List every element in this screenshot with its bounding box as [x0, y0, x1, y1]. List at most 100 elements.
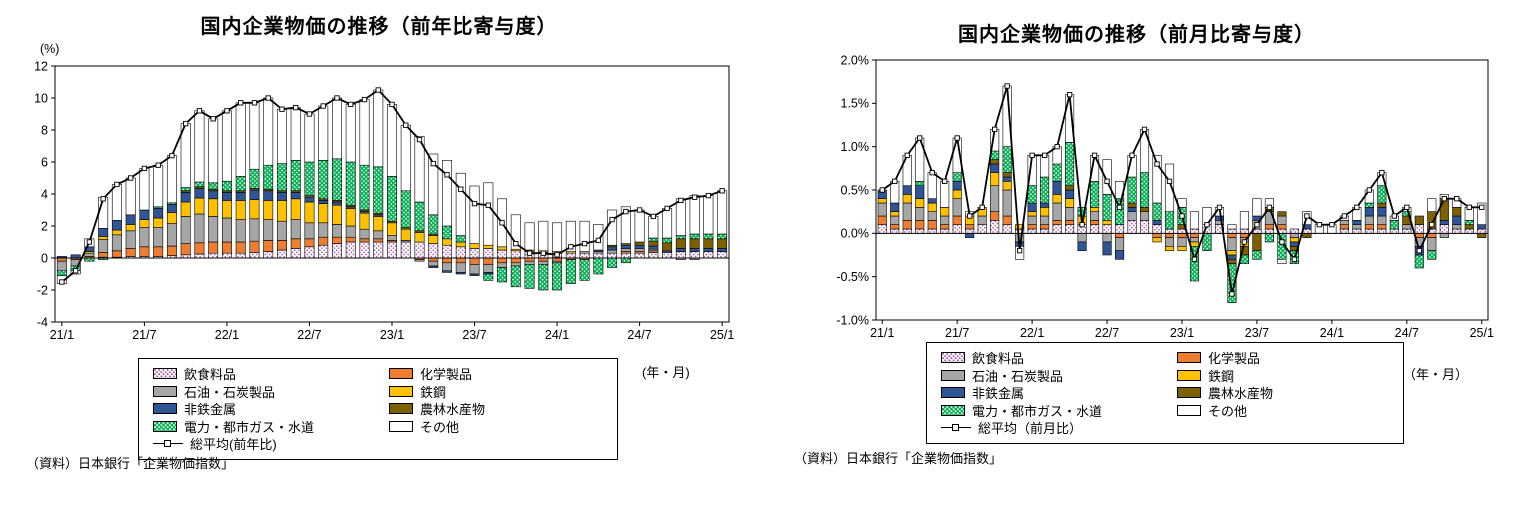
svg-text:21/1: 21/1 [870, 326, 894, 340]
svg-text:6: 6 [41, 155, 48, 169]
nonferrous-metals-label: 非鉄金属 [184, 402, 237, 418]
legend-item-total-average-yoy: 総平均(前年比) [153, 435, 389, 453]
svg-text:21/1: 21/1 [50, 328, 74, 342]
svg-text:23/7: 23/7 [462, 328, 486, 342]
mom-chart-title: 国内企業物価の推移（前月比寄与度） [958, 24, 1315, 46]
svg-text:8: 8 [41, 123, 48, 137]
yoy-stacked-bar-chart: -4 -2 0 2 4 6 8 10 12 21/1 21/7 22/1 22/7 23/1 23/7 24/… [34, 59, 734, 342]
utilities-swatch [153, 420, 177, 432]
petroleum-coal-label: 石油・石炭製品 [184, 384, 276, 400]
svg-text:0: 0 [41, 251, 48, 265]
legend-item-food: 飲食料品 [941, 349, 1177, 367]
yoy-chart-panel: 国内企業物価の推移（前年比寄与度） (%) -4 -2 0 2 4 6 8 10 12 21/1 2… [26, 16, 734, 471]
chemical-label: 化学製品 [1208, 351, 1261, 367]
steel-swatch [1177, 369, 1201, 381]
agri-forestry-fishery-label: 農林水産物 [1208, 386, 1274, 402]
utilities-swatch [941, 404, 965, 416]
yoy-chart-title: 国内企業物価の推移（前年比寄与度） [200, 16, 558, 38]
legend-item-petroleum-coal: 石油・石炭製品 [941, 367, 1177, 385]
utilities-label: 電力・都市ガス・水道 [184, 419, 315, 435]
steel-label: 鉄鋼 [1208, 368, 1235, 384]
svg-text:24/1: 24/1 [1320, 326, 1344, 340]
svg-text:4: 4 [41, 187, 48, 201]
svg-text:2: 2 [41, 219, 48, 233]
steel-swatch [389, 385, 413, 397]
chemical-label: 化学製品 [420, 367, 473, 383]
svg-text:24/7: 24/7 [1395, 326, 1419, 340]
total-average-line-swatch [941, 422, 971, 433]
svg-text:-4: -4 [37, 315, 48, 329]
legend-item-nonferrous-metals: 非鉄金属 [153, 400, 389, 418]
mom-chart-panel: 国内企業物価の推移（前月比寄与度） -1.0% -0.5% 0.0% 0.5% 1.0%… [758, 0, 1515, 518]
chemical-swatch [389, 368, 413, 380]
legend-item-steel: 鉄鋼 [389, 383, 609, 401]
food-swatch [153, 368, 177, 380]
yoy-x-axis-note: (年・月) [642, 365, 690, 380]
food-swatch [941, 352, 965, 364]
svg-text:21/7: 21/7 [945, 326, 969, 340]
mom-source-note: （資料）日本銀行「企業物価指数」 [794, 451, 1003, 466]
svg-text:22/1: 22/1 [215, 328, 239, 342]
svg-text:23/1: 23/1 [1170, 326, 1194, 340]
others-swatch [389, 420, 413, 432]
svg-text:1.0%: 1.0% [841, 140, 870, 154]
svg-text:23/7: 23/7 [1245, 326, 1269, 340]
legend-item-petroleum-coal: 石油・石炭製品 [153, 383, 389, 401]
food-label: 飲食料品 [184, 367, 237, 383]
svg-text:23/1: 23/1 [380, 328, 404, 342]
legend-item-food: 飲食料品 [153, 365, 389, 383]
legend-item-others: その他 [389, 418, 609, 436]
legend-item-others: その他 [1177, 402, 1395, 420]
agri-forestry-fishery-label: 農林水産物 [420, 402, 486, 418]
svg-text:1.5%: 1.5% [841, 97, 870, 111]
svg-text:21/7: 21/7 [132, 328, 156, 342]
yoy-legend: 飲食料品 化学製品 石油・石炭製品 鉄鋼 非鉄金属 農林水産物 電力・都市ガス・… [138, 358, 618, 460]
svg-text:25/1: 25/1 [1470, 326, 1494, 340]
legend-item-total-average-mom: 総平均（前月比） [941, 419, 1177, 437]
chemical-swatch [1177, 352, 1201, 364]
legend-item-chemical: 化学製品 [389, 365, 609, 383]
steel-label: 鉄鋼 [420, 384, 447, 400]
nonferrous-metals-swatch [153, 403, 177, 415]
mom-legend: 飲食料品 化学製品 石油・石炭製品 鉄鋼 非鉄金属 農林水産物 電力・都市ガス・… [926, 342, 1404, 444]
utilities-label: 電力・都市ガス・水道 [972, 403, 1103, 419]
svg-text:24/7: 24/7 [627, 328, 651, 342]
nonferrous-metals-label: 非鉄金属 [972, 386, 1025, 402]
svg-text:22/1: 22/1 [1020, 326, 1044, 340]
svg-text:22/7: 22/7 [1095, 326, 1119, 340]
svg-text:25/1: 25/1 [710, 328, 734, 342]
legend-item-nonferrous-metals: 非鉄金属 [941, 384, 1177, 402]
petroleum-coal-swatch [941, 369, 965, 381]
legend-item-utilities: 電力・都市ガス・水道 [941, 402, 1177, 420]
others-swatch [1177, 404, 1201, 416]
svg-text:0.5%: 0.5% [841, 183, 870, 197]
petroleum-coal-label: 石油・石炭製品 [972, 368, 1064, 384]
svg-text:-1.0%: -1.0% [836, 313, 869, 327]
agri-forestry-fishery-swatch [1177, 387, 1201, 399]
svg-text:0.0%: 0.0% [841, 227, 870, 241]
legend-item-agri-forestry-fishery: 農林水産物 [389, 400, 609, 418]
svg-text:12: 12 [34, 59, 48, 73]
mom-stacked-bar-chart: -1.0% -0.5% 0.0% 0.5% 1.0% 1.5% 2.0% 21/1 21/7 22… [836, 53, 1494, 340]
legend-item-utilities: 電力・都市ガス・水道 [153, 418, 389, 436]
svg-text:24/1: 24/1 [545, 328, 569, 342]
total-average-mom-label: 総平均（前月比） [978, 421, 1083, 437]
svg-text:10: 10 [34, 91, 48, 105]
legend-item-agri-forestry-fishery: 農林水産物 [1177, 384, 1395, 402]
legend-item-chemical: 化学製品 [1177, 349, 1395, 367]
petroleum-coal-swatch [153, 385, 177, 397]
agri-forestry-fishery-swatch [389, 403, 413, 415]
svg-text:-2: -2 [37, 283, 48, 297]
legend-item-steel: 鉄鋼 [1177, 367, 1395, 385]
svg-text:22/7: 22/7 [297, 328, 321, 342]
svg-text:-0.5%: -0.5% [836, 270, 869, 284]
nonferrous-metals-swatch [941, 387, 965, 399]
food-label: 飲食料品 [972, 351, 1025, 367]
line-marker-square [164, 440, 171, 448]
total-average-yoy-label: 総平均(前年比) [190, 437, 277, 453]
mom-x-axis-note: （年・月） [1403, 367, 1469, 382]
yoy-y-axis-unit-label: (%) [40, 42, 60, 56]
others-label: その他 [1208, 403, 1248, 419]
svg-text:2.0%: 2.0% [841, 53, 870, 67]
